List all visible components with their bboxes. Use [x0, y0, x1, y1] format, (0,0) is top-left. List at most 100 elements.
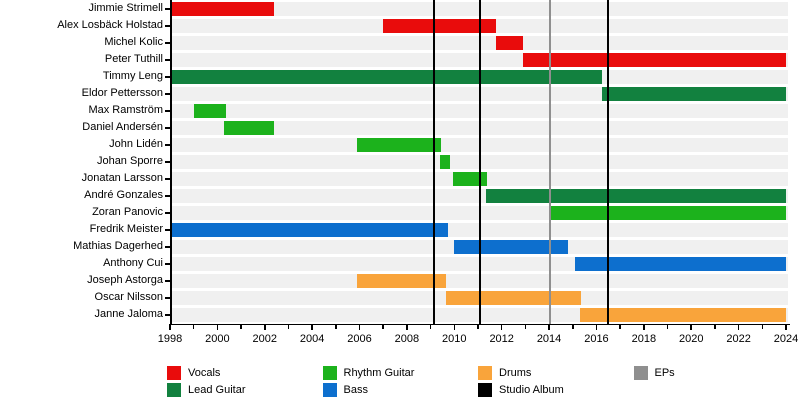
studio-album-line [433, 0, 436, 324]
x-axis-tick [524, 325, 527, 329]
member-tenure-bar [193, 104, 226, 118]
member-tenure-bar [357, 138, 442, 152]
member-label: Eldor Pettersson [81, 87, 163, 100]
x-axis-tick [240, 325, 242, 329]
y-axis-tick [165, 59, 170, 61]
member-label: Michel Kolic [104, 36, 163, 49]
legend-label: Rhythm Guitar [343, 367, 415, 379]
x-axis-tick [619, 325, 621, 329]
member-tenure-bar [453, 172, 488, 186]
member-label: Timmy Leng [102, 70, 163, 83]
member-label: Janne Jaloma [94, 308, 164, 321]
x-axis-tick-label: 2018 [631, 333, 657, 345]
x-axis: 1998 2000 2002 2004 2006 2008 2010 2012 2014 2016… [0, 323, 800, 348]
x-axis-tick [643, 325, 645, 330]
member-tenure-bar [446, 291, 582, 305]
x-axis-tick [500, 325, 503, 330]
legend-label: Vocals [188, 367, 221, 379]
legend-label: Studio Album [499, 384, 564, 396]
x-axis-tick [572, 325, 574, 329]
member-tenure-bar [357, 274, 446, 288]
member-label: Oscar Nilsson [94, 291, 163, 304]
x-axis-tick [714, 325, 716, 329]
y-axis-tick [165, 195, 170, 197]
member-tenure-bar [551, 206, 786, 220]
y-axis-tick [165, 212, 170, 214]
member-label: Anthony Cui [103, 257, 163, 270]
member-label: Daniel Andersén [82, 121, 163, 134]
legend-item: Vocals [167, 366, 220, 380]
member-row-band [170, 138, 788, 152]
member-label: Mathias Dagerhed [73, 240, 163, 253]
x-axis-tick-label: 2004 [299, 333, 325, 345]
x-axis-tick-label: 2008 [394, 333, 420, 345]
y-axis-tick [165, 280, 170, 282]
member-tenure-bar [454, 240, 569, 254]
x-axis-tick-label: 2016 [584, 333, 609, 345]
y-axis-tick [165, 8, 170, 10]
member-tenure-bar [224, 121, 275, 135]
legend-item: Drums [478, 366, 531, 380]
x-axis-tick [761, 325, 764, 329]
legend-swatch-lead_guitar [167, 383, 181, 397]
plot-area [165, 0, 788, 324]
x-axis-tick [429, 325, 432, 329]
member-label: Max Ramström [88, 104, 163, 117]
y-axis-tick [165, 246, 170, 248]
y-axis-tick [165, 76, 170, 78]
y-axis-tick [165, 314, 170, 316]
member-label: André Gonzales [84, 189, 163, 202]
x-axis-tick [666, 325, 669, 329]
member-row-band [170, 274, 788, 288]
x-axis-tick [785, 325, 787, 330]
legend-item: Rhythm Guitar [322, 366, 415, 380]
y-axis-tick [165, 161, 170, 163]
legend-item: EPs [633, 366, 675, 380]
member-row-band [170, 155, 788, 169]
member-tenure-bar [440, 155, 450, 169]
x-axis-tick [264, 325, 266, 330]
x-axis-tick [358, 325, 361, 330]
x-axis-tick-label: 2006 [347, 333, 372, 345]
y-axis-tick [165, 110, 170, 112]
x-axis-tick [453, 325, 456, 330]
x-axis-tick-label: 2024 [773, 333, 799, 345]
y-axis-tick [165, 178, 170, 180]
legend-label: Drums [499, 367, 532, 379]
member-tenure-bar [579, 308, 786, 322]
legend-label: Bass [343, 384, 368, 396]
member-tenure-bar [170, 223, 449, 237]
x-axis-tick-label: 2012 [489, 333, 514, 345]
x-axis-tick-label: 2010 [442, 333, 467, 345]
member-label: Zoran Panovic [92, 206, 163, 219]
x-axis-tick [335, 325, 337, 329]
member-row-band [170, 104, 788, 118]
legend-item: Studio Album [478, 383, 564, 397]
legend-swatch-bass [322, 383, 337, 397]
x-axis-tick [192, 325, 195, 329]
member-label: Fredrik Meister [89, 223, 163, 236]
x-axis-tick [216, 325, 219, 330]
x-axis-tick-label: 2020 [678, 333, 704, 345]
y-axis-tick [165, 42, 170, 44]
member-label: Alex Losbäck Holstad [57, 19, 163, 32]
studio-album-line [607, 0, 610, 324]
x-axis-tick [382, 325, 384, 329]
x-axis-tick [595, 325, 598, 330]
member-row-band [170, 2, 788, 16]
x-axis-line [168, 323, 790, 325]
y-axis-tick [165, 297, 170, 299]
member-tenure-bar [486, 189, 786, 203]
y-axis-tick [165, 144, 170, 146]
x-axis-tick [169, 325, 171, 330]
member-row-band [170, 36, 788, 50]
x-axis-tick-label: 2000 [205, 333, 230, 345]
member-tenure-bar [170, 70, 603, 84]
legend-swatch-studio_album [478, 383, 492, 397]
member-tenure-bar [495, 36, 523, 50]
x-axis-tick [287, 325, 290, 329]
legend-swatch-vocals [167, 366, 181, 380]
legend-label: EPs [654, 367, 675, 379]
x-axis-tick [477, 325, 479, 329]
legend-item: Lead Guitar [167, 383, 245, 397]
